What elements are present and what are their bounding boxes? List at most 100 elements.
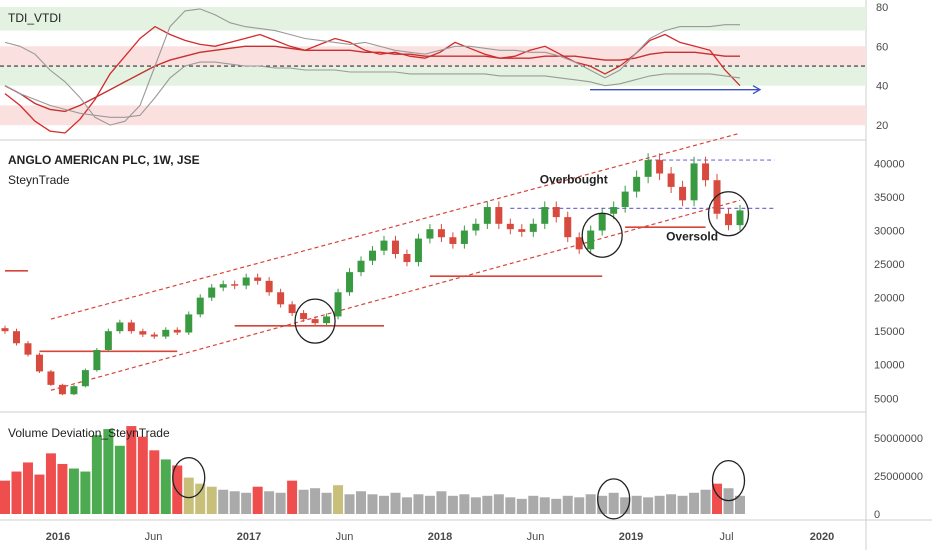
candle-body (277, 292, 285, 305)
candle-body (334, 292, 342, 317)
candle-body (437, 229, 445, 238)
time-axis: 2016 Jun 2017 Jun 2018 Jun 2019 Jul 2020 (46, 531, 834, 543)
price-tick-label: 15000 (874, 326, 905, 338)
volume-bar (597, 495, 608, 514)
candle-body (518, 229, 526, 232)
price-tick-label: 5000 (874, 393, 898, 405)
tdi-band-3 (0, 105, 866, 126)
price-subtitle: SteynTrade (8, 173, 70, 187)
volume-bar (390, 492, 401, 514)
candle-body (403, 254, 411, 263)
volume-tick-label: 25000000 (874, 471, 923, 483)
tdi-pane: 20 40 60 80 (0, 2, 888, 134)
volume-bar (252, 486, 263, 514)
candle-body (656, 160, 664, 174)
volume-bar (459, 494, 470, 514)
candle-body (35, 354, 43, 372)
volume-bar (516, 498, 527, 514)
price-highlight-circle (294, 298, 336, 344)
candle-body (265, 280, 273, 293)
volume-highlight-circle (597, 478, 631, 520)
volume-bar (45, 453, 56, 514)
volume-bar (378, 495, 389, 514)
volume-bar (712, 483, 723, 514)
volume-bar (160, 459, 171, 514)
candle-body (495, 207, 503, 224)
tdi-arrow-head (752, 85, 762, 95)
candle-body (633, 176, 641, 192)
volume-bar (631, 495, 642, 514)
price-tick-label: 35000 (874, 192, 905, 204)
channel-lower-line (50, 199, 741, 391)
tdi-title: TDI_VTDI (8, 11, 61, 25)
candle-body (81, 370, 89, 387)
volume-bar (34, 474, 45, 514)
time-tick-label: 2019 (619, 531, 643, 543)
candle-body (231, 284, 239, 286)
volume-bar (172, 465, 183, 514)
candle-body (426, 229, 434, 239)
volume-bar (11, 471, 22, 514)
candle-body (690, 163, 698, 201)
candle-body (150, 334, 158, 337)
time-tick-label: 2018 (428, 531, 452, 543)
volume-bar (689, 492, 700, 514)
candle-body (47, 371, 55, 385)
volume-bar (436, 491, 447, 514)
time-tick-label: Jul (719, 531, 733, 543)
candle-body (162, 329, 170, 337)
volume-highlight-circle (172, 456, 206, 499)
volume-bar (447, 495, 458, 514)
volume-bar (333, 485, 344, 514)
candle-body (587, 230, 595, 250)
price-tick-label: 20000 (874, 293, 905, 305)
candle-body (564, 217, 572, 238)
candle-body (116, 322, 124, 332)
volume-highlight-circle (711, 459, 746, 502)
volume-bar (137, 436, 148, 514)
volume-tick-label: 0 (874, 509, 880, 521)
tdi-series-3 (4, 61, 741, 118)
candle-body (139, 331, 147, 335)
candle-body (541, 207, 549, 224)
volume-bar (80, 471, 91, 514)
candle-body (472, 223, 480, 231)
candle-body (288, 304, 296, 314)
candle-body (414, 238, 422, 263)
volume-bar (218, 489, 229, 514)
volume-bar (241, 492, 252, 514)
volume-bar (574, 497, 585, 514)
tdi-band-2 (0, 66, 866, 86)
price-tick-label: 30000 (874, 226, 905, 238)
candle-body (529, 223, 537, 232)
volume-title: Volume Deviation_SteynTrade (8, 426, 170, 440)
volume-bar (401, 497, 412, 514)
tdi-tick-label: 80 (876, 2, 888, 14)
candle-body (93, 349, 101, 371)
volume-bar (356, 491, 367, 514)
volume-tick-label: 50000000 (874, 433, 923, 445)
price-pane: Overbought Oversold 5000 10000 15000 20000 250… (1, 132, 905, 405)
volume-bar (321, 492, 332, 514)
price-annotation: Overbought (540, 173, 608, 187)
candle-body (369, 250, 376, 261)
volume-bar (551, 498, 562, 514)
candle-body (1, 328, 9, 332)
candle-body (725, 213, 733, 226)
volume-bar (470, 497, 481, 514)
volume-bar (493, 494, 504, 514)
price-tick-label: 10000 (874, 360, 905, 372)
volume-bar (149, 450, 160, 514)
volume-bar (344, 494, 355, 514)
volume-bar (264, 491, 275, 514)
candle-body (24, 343, 32, 355)
time-tick-label: Jun (145, 531, 163, 543)
candle-body (506, 223, 514, 230)
candle-body (736, 210, 744, 226)
volume-bar (0, 480, 10, 514)
volume-bar (608, 492, 619, 514)
volume-bar (195, 483, 206, 514)
tdi-series-1 (4, 45, 740, 113)
